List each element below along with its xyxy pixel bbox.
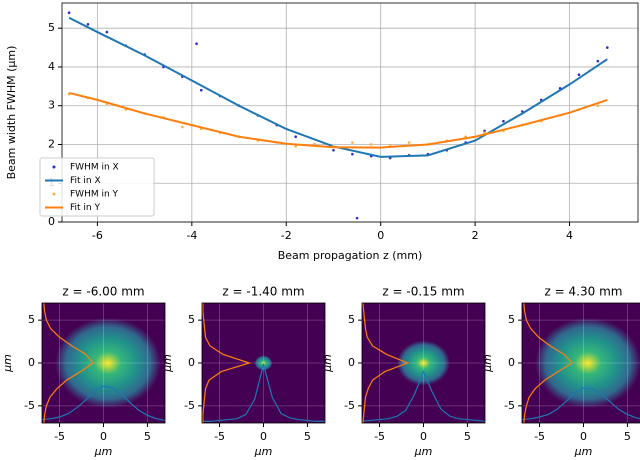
legend-label: FWHM in X [70, 163, 119, 173]
profile-line [41, 385, 166, 422]
y-axis-label: μm [161, 354, 174, 373]
axes-frame [61, 2, 639, 223]
profile-line [521, 387, 640, 421]
data-point [606, 46, 609, 49]
legend-label: Fit in X [70, 176, 101, 186]
profile-line [362, 302, 410, 424]
panel-title: z = -1.40 mm [222, 285, 304, 299]
x-axis-label: μm [94, 445, 113, 458]
x-tick-label: 2 [472, 229, 479, 242]
beam-spot [55, 318, 161, 408]
x-tick-label: -5 [374, 430, 385, 443]
x-axis-label: μm [574, 445, 593, 458]
axes-frame [41, 302, 166, 424]
data-point [294, 145, 298, 148]
x-axis-label: μm [414, 445, 433, 458]
legend-label: FWHM in Y [70, 190, 119, 200]
x-tick-label: 0 [377, 229, 384, 242]
data-point [86, 23, 90, 26]
y-tick-label: 0 [188, 356, 195, 369]
y-axis-label: Beam width FWHM (μm) [5, 46, 18, 180]
x-tick-label: 0 [100, 430, 107, 443]
profile-line [523, 302, 574, 424]
x-axis-label: Beam propagation z (mm) [278, 249, 423, 262]
profile-line [361, 369, 486, 422]
x-tick-label: 0 [580, 430, 587, 443]
data-point [483, 129, 486, 133]
x-axis-label: μm [254, 445, 273, 458]
legend [39, 157, 155, 217]
data-point [199, 88, 203, 92]
profile-line [202, 303, 252, 423]
y-tick-label: 5 [348, 313, 355, 326]
data-point [351, 141, 354, 144]
y-axis-label: μm [1, 354, 14, 373]
y-axis-label: μm [481, 354, 494, 373]
y-tick-label: -5 [504, 399, 515, 412]
axes-frame [521, 302, 640, 424]
x-tick-label: -5 [54, 430, 65, 443]
data-point [596, 104, 600, 108]
data-point [332, 148, 335, 152]
data-point [369, 143, 373, 146]
axes-frame [361, 302, 486, 424]
data-point [577, 73, 581, 77]
axes-frame [201, 302, 326, 424]
data-point [502, 119, 505, 123]
y-tick-label: 3 [48, 99, 55, 112]
y-tick-label: -5 [344, 399, 355, 412]
y-tick-label: 0 [28, 356, 35, 369]
y-tick-label: 5 [188, 313, 195, 326]
data-point [355, 216, 359, 220]
profile-line [43, 302, 94, 424]
fit-line [68, 16, 608, 158]
x-tick-label: 0 [420, 430, 427, 443]
x-tick-label: -4 [186, 229, 197, 242]
y-tick-label: 2 [48, 137, 55, 150]
x-tick-label: -5 [534, 430, 545, 443]
y-tick-label: 5 [508, 313, 515, 326]
x-tick-label: 5 [624, 430, 631, 443]
legend-marker [52, 165, 56, 169]
data-point [105, 30, 109, 34]
x-tick-label: -2 [281, 229, 292, 242]
data-point [181, 125, 184, 129]
data-point [351, 152, 354, 156]
y-tick-label: 5 [28, 313, 35, 326]
data-point [195, 42, 198, 45]
y-axis-label: μm [321, 354, 334, 373]
y-tick-label: -5 [184, 399, 195, 412]
y-tick-label: 5 [48, 21, 55, 34]
panel-title: z = -6.00 mm [62, 285, 144, 299]
panel-title: z = 4.30 mm [545, 285, 623, 299]
x-tick-label: 5 [144, 430, 151, 443]
data-point [596, 59, 600, 63]
panel-title: z = -0.15 mm [382, 285, 464, 299]
x-tick-label: 5 [304, 430, 311, 443]
profile-line [202, 362, 325, 422]
legend-label: Fit in Y [70, 203, 100, 213]
x-tick-label: -5 [214, 430, 225, 443]
data-point [67, 11, 71, 14]
y-tick-label: 0 [508, 356, 515, 369]
beam-spot [397, 340, 450, 386]
data-point [388, 143, 392, 147]
y-tick-label: 0 [48, 215, 55, 228]
x-tick-label: -6 [92, 229, 103, 242]
y-tick-label: 4 [48, 60, 55, 73]
data-point [294, 135, 298, 139]
y-tick-label: -5 [24, 399, 35, 412]
fit-line [68, 91, 608, 149]
data-point [407, 141, 411, 144]
x-tick-label: 0 [260, 430, 267, 443]
x-tick-label: 4 [566, 229, 573, 242]
beam-spot [535, 318, 640, 408]
legend-marker [52, 192, 56, 196]
x-tick-label: 5 [464, 430, 471, 443]
y-tick-label: 0 [348, 356, 355, 369]
